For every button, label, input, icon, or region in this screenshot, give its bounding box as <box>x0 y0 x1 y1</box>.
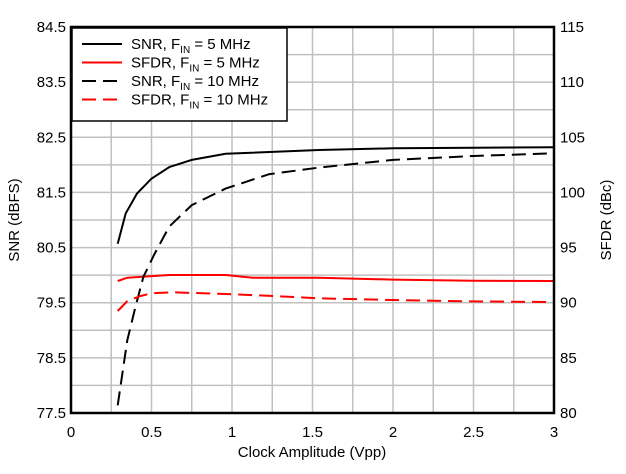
plot-frame <box>69 25 556 415</box>
series-lines <box>116 146 555 406</box>
series-line <box>117 274 555 282</box>
y2-tick-label: 85 <box>560 350 577 367</box>
x-tick-label: 1 <box>228 424 236 441</box>
x-tick-label: 0.5 <box>141 424 162 441</box>
legend-label: SNR, FIN = 5 MHz <box>131 36 251 56</box>
series-line <box>116 152 555 406</box>
y2-tick-label: 80 <box>560 405 577 422</box>
legend-label: SNR, FIN = 10 MHz <box>131 73 259 93</box>
grid <box>71 27 554 413</box>
x-tick-label: 3 <box>550 424 558 441</box>
x-tick-label: 2.5 <box>463 424 484 441</box>
y-tick-label: 79.5 <box>37 295 66 312</box>
y2-tick-label: 110 <box>560 74 584 91</box>
x-tick-label: 0 <box>67 424 75 441</box>
y2-tick-label: 100 <box>560 184 585 201</box>
y-tick-label: 81.5 <box>37 184 66 201</box>
legend-label: SFDR, FIN = 10 MHz <box>131 92 268 112</box>
y-tick-label: 78.5 <box>37 350 66 367</box>
y2-axis-label: SFDR (dBc) <box>598 180 615 261</box>
y-tick-label: 82.5 <box>37 129 66 146</box>
y2-tick-label: 115 <box>560 19 584 36</box>
y-tick-label: 77.5 <box>37 405 66 422</box>
x-tick-label: 1.5 <box>302 424 323 441</box>
legend-label: SFDR, FIN = 5 MHz <box>131 55 260 75</box>
x-tick-label: 2 <box>389 424 397 441</box>
tick-labels: 0 0.5 1 1.5 2 2.5 3 77.5 78.5 79.5 80.5 81.5 82.5 83.… <box>37 19 585 441</box>
series-line <box>116 146 555 244</box>
y2-tick-label: 105 <box>560 129 585 146</box>
y2-tick-label: 90 <box>560 295 577 312</box>
y-tick-label: 83.5 <box>37 74 66 91</box>
series-line <box>116 291 555 312</box>
y2-tick-label: 95 <box>560 240 577 257</box>
y-tick-label: 84.5 <box>37 19 66 36</box>
y-tick-label: 80.5 <box>37 240 66 257</box>
x-axis-label: Clock Amplitude (Vpp) <box>238 444 386 461</box>
y-axis-label: SNR (dBFS) <box>6 178 23 261</box>
